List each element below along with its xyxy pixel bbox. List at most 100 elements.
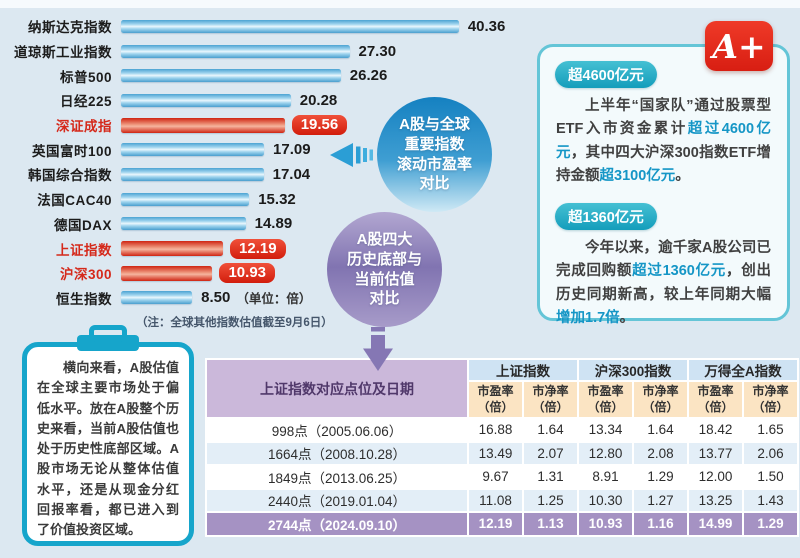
table-cell: 13.77 [689,442,742,464]
global-pe-comparison-bubble: A股与全球重要指数滚动市盈率对比 [377,97,492,212]
bar-value: 15.32 [258,190,296,208]
table-row: 1664点（2008.10.28） 13.49 2.07 12.80 2.08 13.77… [207,442,797,464]
bubble-line: 重要指数 [404,135,465,153]
table-cell: 2.06 [744,442,797,464]
bar-row: 深证成指 19.56 [8,113,505,138]
bar [121,143,265,157]
table-sub-header: 市盈率（倍） [689,382,742,417]
bar-value: 12.19 [230,238,286,259]
table-sub-header: 市盈率（倍） [469,382,522,417]
table-cell: 1.64 [524,419,577,441]
highlighted-figure: 超3100亿元 [599,168,676,185]
table-cell: 1.65 [744,419,797,441]
table-cell: 13.34 [579,419,632,441]
table-row-label: 2744点（2024.09.10） [207,513,467,535]
table-cell: 1.27 [634,489,687,511]
table-corner-header: 上证指数对应点位及日期 [207,360,467,417]
table-group-header: 万得全A指数 [689,360,797,380]
bar-row: 纳斯达克指数 40.36 [8,14,505,39]
highlighted-figure: 超过1360亿元 [632,263,727,280]
bar-value: 20.28 [299,91,338,109]
bar [121,19,459,33]
bar-value: 40.36 [467,17,506,35]
bar [121,192,250,206]
table-cell: 14.99 [689,513,742,535]
table-cell: 16.88 [469,419,522,441]
bar-label: 韩国综合指数 [28,168,112,184]
table-cell: 1.43 [744,489,797,511]
bar-value: 26.26 [349,67,388,85]
table-cell: 10.30 [579,489,632,511]
a-plus-logo: A+ [705,21,773,71]
bubble-line: 当前估值 [354,270,415,288]
table-sub-header: 市净率（倍） [634,382,687,417]
bar-value: 19.56 [291,115,348,136]
bar-row: 英国富时100 17.09 [8,137,505,162]
pe-bar-chart: 纳斯达克指数 40.36 道琼斯工业指数 27.30 标普500 26.26 日经225 20… [8,14,505,310]
info-badge: 超4600亿元 [555,61,657,88]
arrow-down-icon [363,327,393,371]
etf-buyback-info-panel: 超4600亿元上半年“国家队”通过股票型ETF入市资金累计超过4600亿元，其中… [537,44,790,326]
table-cell: 12.80 [579,442,632,464]
valuation-table: 上证指数对应点位及日期 上证指数 沪深300指数 万得全A指数 市盈率（倍） 市净率（倍）… [205,358,799,537]
table-sub-header: 市盈率（倍） [579,382,632,417]
table-cell: 12.00 [689,466,742,488]
bar [121,117,285,133]
table-row-label: 2440点（2019.01.04） [207,489,467,511]
bubble-line: A股四大 [356,230,413,248]
table-cell: 11.08 [469,489,522,511]
bar [121,44,350,58]
info-section: 超4600亿元上半年“国家队”通过股票型ETF入市资金累计超过4600亿元，其中… [555,61,772,189]
bar-unit-label: （单位：倍） [236,292,312,307]
bar-label: 法国CAC40 [37,193,112,209]
info-text-segment: ，其中四大沪深300指数ETF增持金额 [556,144,772,185]
table-group-header: 沪深300指数 [579,360,687,380]
bar [121,265,213,281]
bar-row: 德国DAX 14.89 [8,212,505,237]
table-row: 2744点（2024.09.10） 12.19 1.13 10.93 1.16 14.99… [207,513,797,535]
info-text: 上半年“国家队”通过股票型ETF入市资金累计超过4600亿元，其中四大沪深300… [556,95,771,189]
bar [121,167,264,181]
bar-row: 日经225 20.28 [8,88,505,113]
bar-value: 10.93 [219,263,276,284]
bar-row: 法国CAC40 15.32 [8,187,505,212]
table-cell: 1.13 [524,513,577,535]
highlighted-figure: 增加1.7倍 [556,310,620,327]
bar-row: 道琼斯工业指数 27.30 [8,39,505,64]
info-text-segment: ，创出历史同期新高，较上年同期大幅 [556,263,772,303]
bar-label: 深证成指 [56,119,112,135]
bubble-line: 滚动市盈率 [396,155,472,173]
info-text-segment: 上半年“国家队”通过股票型ETF入市资金累计 [556,98,771,138]
arrow-left-icon [330,143,373,167]
bar-value: 17.09 [273,141,311,159]
table-row-label: 998点（2005.06.06） [207,419,467,441]
bar-row: 恒生指数 8.50 （单位：倍） [8,286,505,311]
bar-label: 上证指数 [56,242,112,258]
info-text-segment: 。 [619,310,635,327]
table-cell: 1.29 [744,513,797,535]
table-cell: 10.93 [579,513,632,535]
bar-label: 标普500 [59,69,112,85]
table-row-label: 1664点（2008.10.28） [207,442,467,464]
bubble-line: 历史底部与 [346,250,422,268]
bar [121,291,193,305]
bar-label: 道琼斯工业指数 [14,45,112,61]
top-edge-strip [0,0,800,8]
bubble-line: A股与全球 [399,115,470,133]
bar-row: 上证指数 12.19 [8,236,505,261]
info-section: 超1360亿元 今年以来，逾千家A股公司已完成回购额超过1360亿元，创出历史同期… [555,202,772,331]
bar-label: 英国富时100 [31,143,112,159]
bubble-line: 对比 [419,175,450,193]
bar-value: 8.50 [201,289,231,307]
bar-label: 纳斯达克指数 [28,20,112,36]
table-cell: 13.25 [689,489,742,511]
table-row: 1849点（2013.06.25） 9.67 1.31 8.91 1.29 12.00 1.… [207,466,797,488]
table-cell: 1.16 [634,513,687,535]
bar [121,69,341,83]
bar-row: 韩国综合指数 17.04 [8,162,505,187]
highlighted-figure: 超过4600亿元 [556,121,771,161]
bar-label: 恒生指数 [56,291,112,307]
table-sub-header: 市净率（倍） [744,382,797,417]
bar [121,241,224,257]
